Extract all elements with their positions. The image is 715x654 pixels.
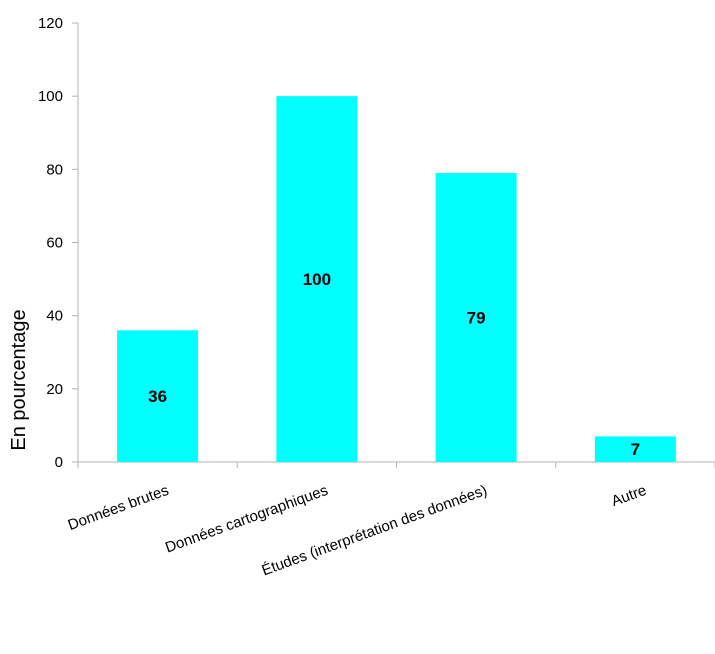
y-tick-label: 40 bbox=[46, 308, 63, 325]
data-label: 100 bbox=[303, 270, 331, 289]
bar bbox=[117, 330, 199, 462]
bar bbox=[594, 436, 676, 462]
y-tick-label: 120 bbox=[38, 15, 63, 32]
y-tick-label: 100 bbox=[38, 88, 63, 105]
bar bbox=[435, 172, 517, 462]
data-label: 36 bbox=[148, 387, 167, 406]
data-label: 79 bbox=[467, 308, 486, 327]
y-tick-label: 20 bbox=[46, 381, 63, 398]
y-tick-label: 0 bbox=[55, 454, 63, 471]
y-tick-label: 60 bbox=[46, 235, 63, 252]
x-tick-label: Données cartographiques bbox=[163, 482, 330, 557]
data-label: 7 bbox=[631, 440, 640, 459]
y-tick-label: 80 bbox=[46, 161, 63, 178]
y-axis-title: En pourcentage bbox=[8, 309, 30, 450]
bar bbox=[276, 96, 358, 463]
x-tick-label: Autre bbox=[609, 482, 649, 510]
x-tick-label: Données brutes bbox=[66, 482, 171, 534]
plot-area: 0 20 40 60 80 100 120 36 Données brutes 100 Donnée… bbox=[38, 15, 715, 579]
